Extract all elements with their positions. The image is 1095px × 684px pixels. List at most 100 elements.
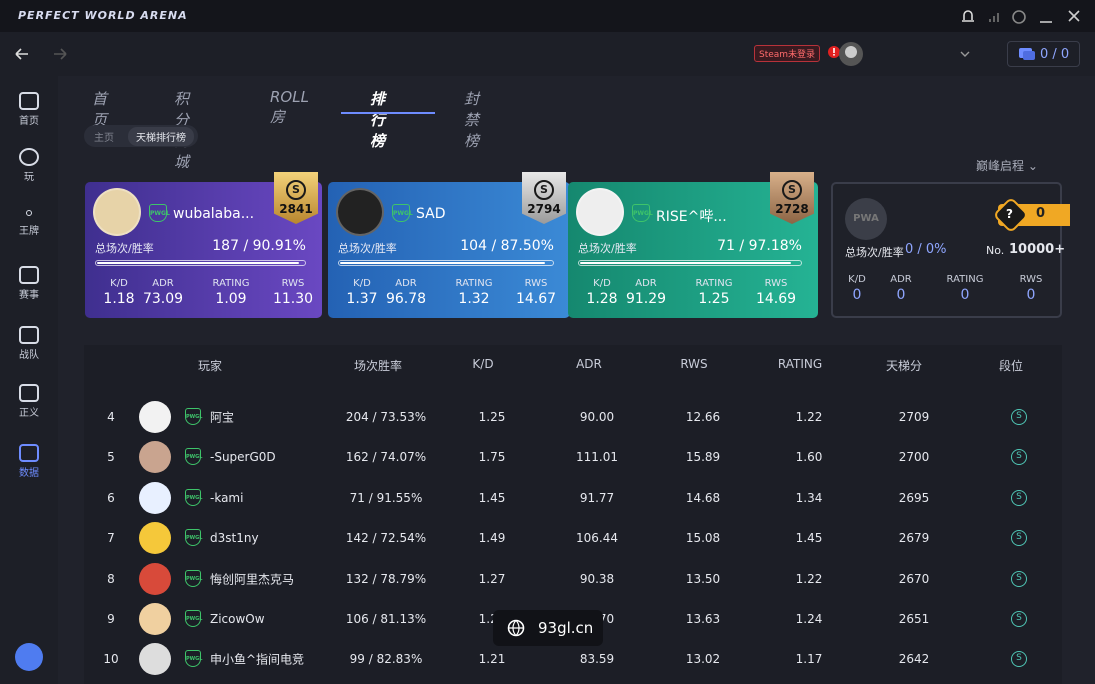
cell: 1.25 (478, 410, 506, 424)
tab[interactable]: 排行榜 (370, 90, 386, 150)
column-header: RATING (777, 357, 823, 371)
tier-icon: S (1011, 409, 1027, 425)
stat-value: 1.25 (698, 291, 730, 307)
tab[interactable]: 封禁榜 (464, 90, 480, 150)
sidebar-icon (19, 148, 39, 166)
stat: K/D 1.28 (574, 278, 630, 307)
rank: 5 (107, 450, 115, 465)
stat-label: RWS (524, 278, 548, 289)
stat-label: RWS (764, 278, 788, 289)
ladder-score: 2728 (775, 202, 809, 216)
player-name: 悔创阿里杰克马 (210, 572, 295, 587)
sidebar: 首页玩王牌赛事战队正义数据 (0, 76, 58, 684)
sidebar-icon (19, 326, 39, 344)
score-badge: S 2841 (274, 172, 318, 224)
sidebar-item[interactable]: 首页 (0, 92, 58, 127)
player-avatar (93, 188, 141, 236)
sidebar-item[interactable]: 赛事 (0, 266, 58, 301)
cell: 15.08 (685, 531, 721, 546)
cell: 111.01 (576, 450, 618, 465)
steam-status[interactable]: Steam未登录 (754, 45, 821, 62)
cell: 91.77 (579, 490, 615, 505)
player-name: wubalaba... (173, 206, 255, 222)
cell: 106.44 (576, 531, 618, 546)
cell: 1.17 (795, 652, 823, 667)
window-controls[interactable] (958, 8, 1088, 26)
sidebar-item[interactable]: 王牌 (0, 210, 58, 237)
winrate-fill (340, 262, 545, 264)
cell: 1.45 (795, 531, 823, 546)
record-label: 总场次/胜率 (578, 242, 637, 255)
tab-underline (341, 112, 435, 114)
stat-label: RATING (695, 278, 733, 289)
breadcrumb: 主页 天梯排行榜 (84, 125, 198, 147)
cell: 1.22 (795, 571, 823, 586)
sidebar-icon (26, 210, 32, 216)
cell: 1.21 (478, 652, 506, 667)
player-name: ZicowOw (210, 612, 265, 626)
cell: 13.63 (685, 612, 721, 626)
season-filter[interactable]: 巅峰启程 ⌄ (976, 159, 1038, 173)
cell: 2709 (898, 410, 930, 424)
assistant-icon[interactable] (15, 643, 43, 671)
stat: RWS 14.69 (748, 278, 804, 307)
stat-label: RWS (1019, 274, 1043, 285)
pwgl-badge: PWGL (185, 650, 202, 668)
my-avatar: PWA (845, 198, 887, 240)
stat-value: 1.32 (458, 291, 490, 307)
my-card: PWA 0 ? 总场次/胜率 0 / 0% No. 10000+ K/D 0 ADR… (831, 182, 1070, 318)
player-avatar (576, 188, 624, 236)
player-record: 187 / 90.91% (212, 238, 306, 254)
crumb-home[interactable]: 主页 (94, 133, 114, 144)
player-name: SAD (416, 206, 446, 222)
sidebar-icon (19, 444, 39, 462)
stat: RWS 11.30 (265, 278, 321, 307)
player-avatar (139, 603, 171, 635)
title-bar: PERFECT WORLD ARENA (0, 0, 1095, 32)
stat: RWS 0 (1003, 274, 1059, 303)
cell: 2651 (898, 612, 930, 626)
cell: 1.27 (478, 571, 506, 586)
cell: 106 / 81.13% (345, 612, 427, 626)
player-avatar (139, 522, 171, 555)
player-avatar (336, 188, 384, 236)
tier-icon: S (1011, 489, 1027, 506)
tab[interactable]: 首页 (92, 90, 108, 129)
column-header: ADR (576, 357, 602, 371)
stat: ADR 0 (873, 274, 929, 303)
tab[interactable]: ROLL房 (270, 88, 309, 126)
stat-value: 0 (896, 287, 906, 303)
stat-label: ADR (152, 278, 174, 289)
user-avatar[interactable] (826, 40, 976, 68)
player-card[interactable]: PWGL wubalaba... 总场次/胜率 187 / 90.91% K/D 1.18… (85, 182, 322, 318)
pwgl-badge: PWGL (185, 610, 202, 627)
sidebar-icon (19, 266, 39, 284)
player-card[interactable]: PWGL RISE^哔... 总场次/胜率 71 / 97.18% K/D 1.28 ADR… (568, 182, 818, 318)
pwgl-badge: PWGL (185, 448, 202, 466)
player-avatar (139, 562, 171, 595)
cell: 71 / 91.55% (349, 490, 423, 505)
pwgl-badge: PWGL (149, 204, 170, 222)
cell: 12.66 (685, 410, 721, 424)
rank: 4 (107, 410, 115, 424)
stat: ADR 73.09 (135, 278, 191, 307)
cell: 90.00 (579, 410, 615, 424)
rank: 6 (107, 490, 115, 505)
sidebar-item[interactable]: 数据 (0, 444, 58, 479)
pwgl-badge: PWGL (185, 569, 202, 587)
stat: ADR 96.78 (378, 278, 434, 307)
crumb-current: 天梯排行榜 (128, 127, 194, 146)
nav-arrows[interactable] (14, 46, 74, 62)
my-rank: 10000+ (1009, 242, 1066, 257)
sidebar-item[interactable]: 正义 (0, 384, 58, 419)
stat-label: RATING (212, 278, 250, 289)
message-button[interactable]: 0 / 0 (1007, 41, 1080, 67)
nav-bar (0, 32, 1095, 76)
sidebar-item[interactable]: 战队 (0, 326, 58, 361)
cell: 14.68 (685, 490, 721, 505)
tier-icon: S (1011, 530, 1027, 547)
cell: 1.60 (795, 450, 823, 465)
cell: 90.38 (579, 571, 615, 586)
sidebar-item[interactable]: 玩 (0, 148, 58, 183)
